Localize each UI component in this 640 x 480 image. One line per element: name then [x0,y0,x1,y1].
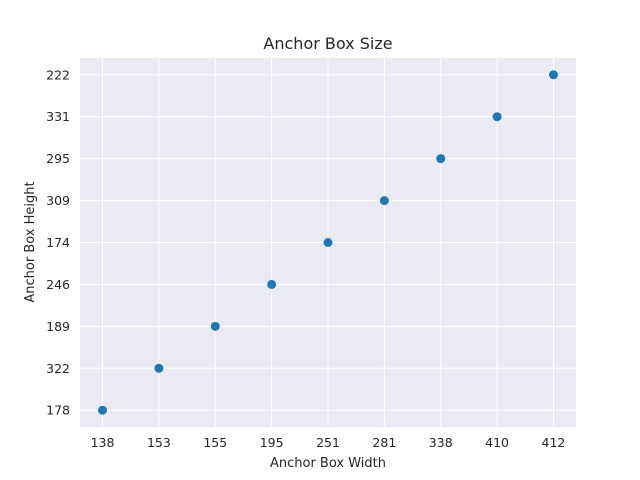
x-tick-label: 251 [316,435,340,450]
y-axis-label: Anchor Box Height [23,181,38,302]
x-axis-label: Anchor Box Width [270,456,386,471]
x-tick-label: 410 [485,435,509,450]
y-tick-label: 189 [46,319,70,334]
data-point [267,279,277,289]
chart-title: Anchor Box Size [263,34,392,53]
data-point [323,238,333,247]
data-point [154,363,164,373]
data-point [98,405,108,415]
data-point [210,321,220,331]
y-tick-label: 246 [46,277,70,292]
data-point [436,154,446,164]
data-point [379,196,389,206]
x-tick-label: 153 [147,435,171,450]
x-tick-label: 155 [203,435,227,450]
data-points [98,70,558,415]
x-tick-label: 195 [260,435,284,450]
x-tick-label: 138 [91,435,115,450]
y-tick-label: 222 [46,67,70,82]
y-tick-labels: 178 322 189 246 174 309 295 331 222 [46,67,70,417]
x-tick-label: 338 [429,435,453,450]
data-point [548,70,558,80]
x-tick-label: 281 [372,435,396,450]
x-tick-label: 412 [542,435,566,450]
y-tick-label: 322 [46,361,70,376]
y-tick-label: 309 [46,193,70,208]
y-tick-label: 295 [46,151,70,166]
data-point [492,112,502,122]
y-tick-label: 331 [46,109,70,124]
y-tick-label: 178 [46,403,70,418]
y-tick-label: 174 [46,235,70,250]
x-tick-labels: 138 153 155 195 251 281 338 410 412 [91,435,566,450]
